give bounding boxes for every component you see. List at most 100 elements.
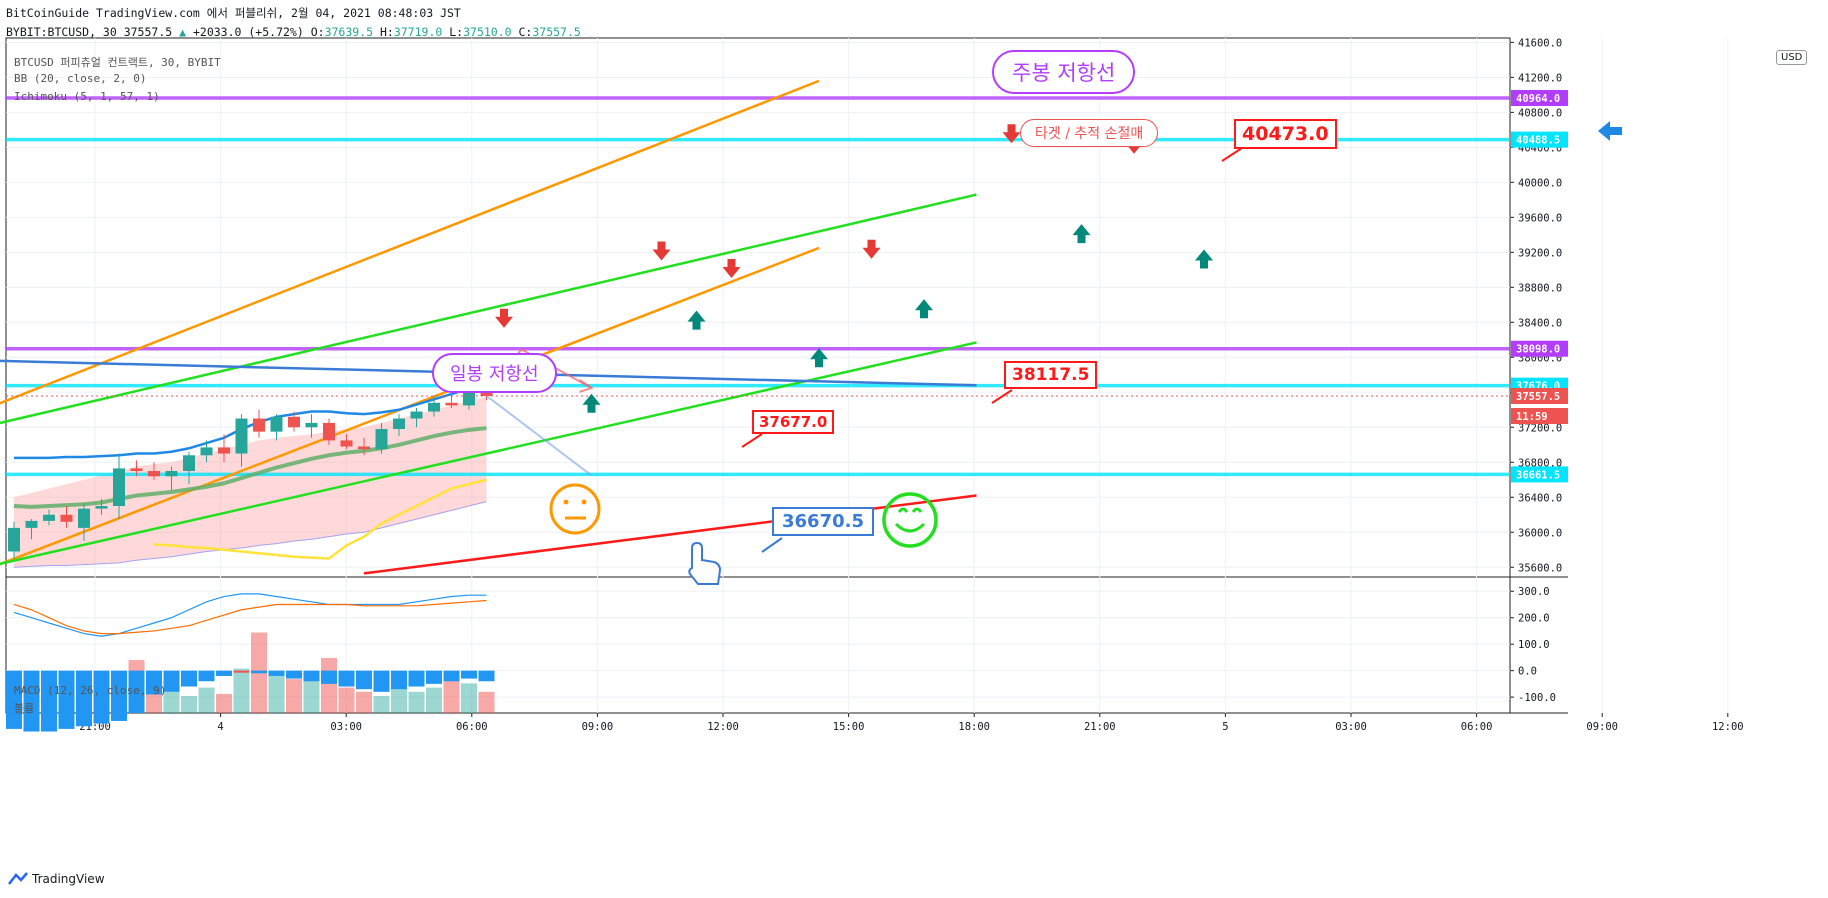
label-pointer xyxy=(991,389,1013,404)
y-tick-label: 36800.0 xyxy=(1518,457,1562,469)
tradingview-footer[interactable]: TradingView xyxy=(8,872,105,886)
volume-bar xyxy=(443,674,460,713)
arrow-down-icon xyxy=(862,239,881,259)
y-tick-label: 41200.0 xyxy=(1518,72,1562,84)
arrow-left-icon xyxy=(1598,121,1622,141)
symbol-info: BYBIT:BTCUSD, 30 37557.5 xyxy=(6,25,173,39)
macd-histogram-bar xyxy=(146,670,162,695)
macd-histogram-bar xyxy=(443,670,460,682)
x-tick-label: 09:00 xyxy=(1586,721,1618,733)
x-tick-label: 4 xyxy=(217,721,223,733)
y-tick-label: 41600.0 xyxy=(1518,37,1562,49)
y-tick-label: 36400.0 xyxy=(1518,492,1562,504)
macd-histogram-bar xyxy=(356,670,372,690)
x-tick-label: 03:00 xyxy=(1335,721,1367,733)
macd-histogram-bar xyxy=(268,670,285,676)
macd-histogram-bar xyxy=(76,670,92,727)
candle-body xyxy=(288,416,300,428)
macd-line xyxy=(13,593,487,637)
volume-bar xyxy=(321,657,337,713)
currency-button[interactable]: USD xyxy=(1776,50,1808,65)
face-eye xyxy=(581,499,587,505)
ichimoku-cloud xyxy=(14,396,487,568)
label-pointer xyxy=(741,433,763,448)
arrow-up-icon xyxy=(687,310,706,330)
macd-histogram-bar xyxy=(303,670,320,682)
y-tick-label: 35600.0 xyxy=(1518,562,1562,574)
volume-bar xyxy=(268,670,285,713)
macd-histogram-bar xyxy=(41,670,57,732)
volume-bar xyxy=(286,679,302,713)
smiley-face-icon xyxy=(882,492,938,548)
candle-body xyxy=(78,508,90,528)
arrow-down-icon xyxy=(1002,124,1021,144)
price-axis-label-bg xyxy=(1511,388,1568,405)
macd-histogram-bar xyxy=(391,670,407,690)
y-tick-label: 38400.0 xyxy=(1518,317,1562,329)
candle-body xyxy=(183,455,195,472)
candle-body xyxy=(323,422,335,441)
price-axis-label-bg xyxy=(1511,466,1568,483)
price-label-37677[interactable]: 37677.0 xyxy=(752,410,835,434)
macd-y-tick-label: 200.0 xyxy=(1518,613,1550,625)
macd-histogram-bar xyxy=(461,670,477,679)
legend-volume[interactable]: 볼륨 xyxy=(14,702,35,715)
candle-body xyxy=(358,446,370,450)
arrow-up-icon xyxy=(1072,224,1091,244)
ichimoku-lagging-line xyxy=(153,478,487,560)
high-label: H: xyxy=(379,25,394,39)
bb-upper-line xyxy=(14,384,487,460)
price-label-36670[interactable]: 36670.5 xyxy=(772,507,874,536)
volume-bar xyxy=(163,691,180,713)
projection-arrowhead xyxy=(578,379,594,393)
candle-body xyxy=(95,506,108,509)
projection-arrow-down xyxy=(485,394,593,477)
open-label: O: xyxy=(310,25,325,39)
legend-bb[interactable]: BB (20, close, 2, 0) xyxy=(14,72,147,85)
x-tick-label: 18:00 xyxy=(958,721,990,733)
x-tick-label: 12:00 xyxy=(707,721,739,733)
price-label-40473[interactable]: 40473.0 xyxy=(1234,119,1337,149)
volume-bar xyxy=(461,683,477,713)
price-label-38117[interactable]: 38117.5 xyxy=(1004,361,1098,389)
arrow-down-icon xyxy=(722,258,741,278)
candle-body xyxy=(8,527,20,552)
trend-line xyxy=(0,341,977,566)
candle-body xyxy=(305,422,318,428)
macd-y-tick-label: -100.0 xyxy=(1518,692,1556,704)
bb-middle-line xyxy=(13,426,487,509)
macd-y-tick-label: 100.0 xyxy=(1518,639,1550,651)
weekly-resistance-callout[interactable]: 주봉 저항선 xyxy=(992,50,1136,94)
target-callout[interactable]: 타겟 / 추적 손절매 xyxy=(1020,119,1159,147)
low-label: L: xyxy=(449,25,464,39)
trend-line xyxy=(363,494,977,575)
trend-line xyxy=(0,193,977,425)
price-axis-label-bg xyxy=(1511,408,1568,425)
macd-histogram-bar xyxy=(128,670,145,713)
close-label: C: xyxy=(518,25,533,39)
x-tick-label: 06:00 xyxy=(456,721,488,733)
arrow-up-icon xyxy=(810,348,828,368)
macd-y-tick-label: 300.0 xyxy=(1518,586,1550,598)
candle-body xyxy=(200,447,213,456)
legend-macd[interactable]: MACD (12, 26, close, 9) xyxy=(14,684,167,697)
volume-bar xyxy=(198,687,215,713)
macd-y-tick-label: 0.0 xyxy=(1518,666,1537,678)
candle-body xyxy=(270,416,283,432)
y-tick-label: 40800.0 xyxy=(1518,107,1562,119)
tradingview-logo-icon xyxy=(8,872,28,885)
candle-body xyxy=(445,402,458,406)
macd-histogram-bar xyxy=(58,670,75,729)
publish-info: BitCoinGuide TradingView.com 에서 퍼블리쉬, 2월… xyxy=(6,6,461,20)
candle-body xyxy=(410,411,423,419)
legend-title[interactable]: BTCUSD 퍼피츄얼 컨트랙트, 30, BYBIT xyxy=(14,56,221,69)
daily-resistance-callout[interactable]: 일봉 저항선 xyxy=(432,353,557,393)
y-tick-label: 40000.0 xyxy=(1518,177,1562,189)
price-axis-label: 37557.5 xyxy=(1516,391,1560,403)
legend-ichimoku[interactable]: Ichimoku (5, 1, 57, 1) xyxy=(14,90,160,103)
face-mouth xyxy=(894,522,926,533)
price-axis-label: 11:59 xyxy=(1516,411,1548,423)
macd-histogram-bar xyxy=(23,670,40,732)
ohlc-line: BYBIT:BTCUSD, 30 37557.5 ▲ +2033.0 (+5.7… xyxy=(6,23,581,42)
